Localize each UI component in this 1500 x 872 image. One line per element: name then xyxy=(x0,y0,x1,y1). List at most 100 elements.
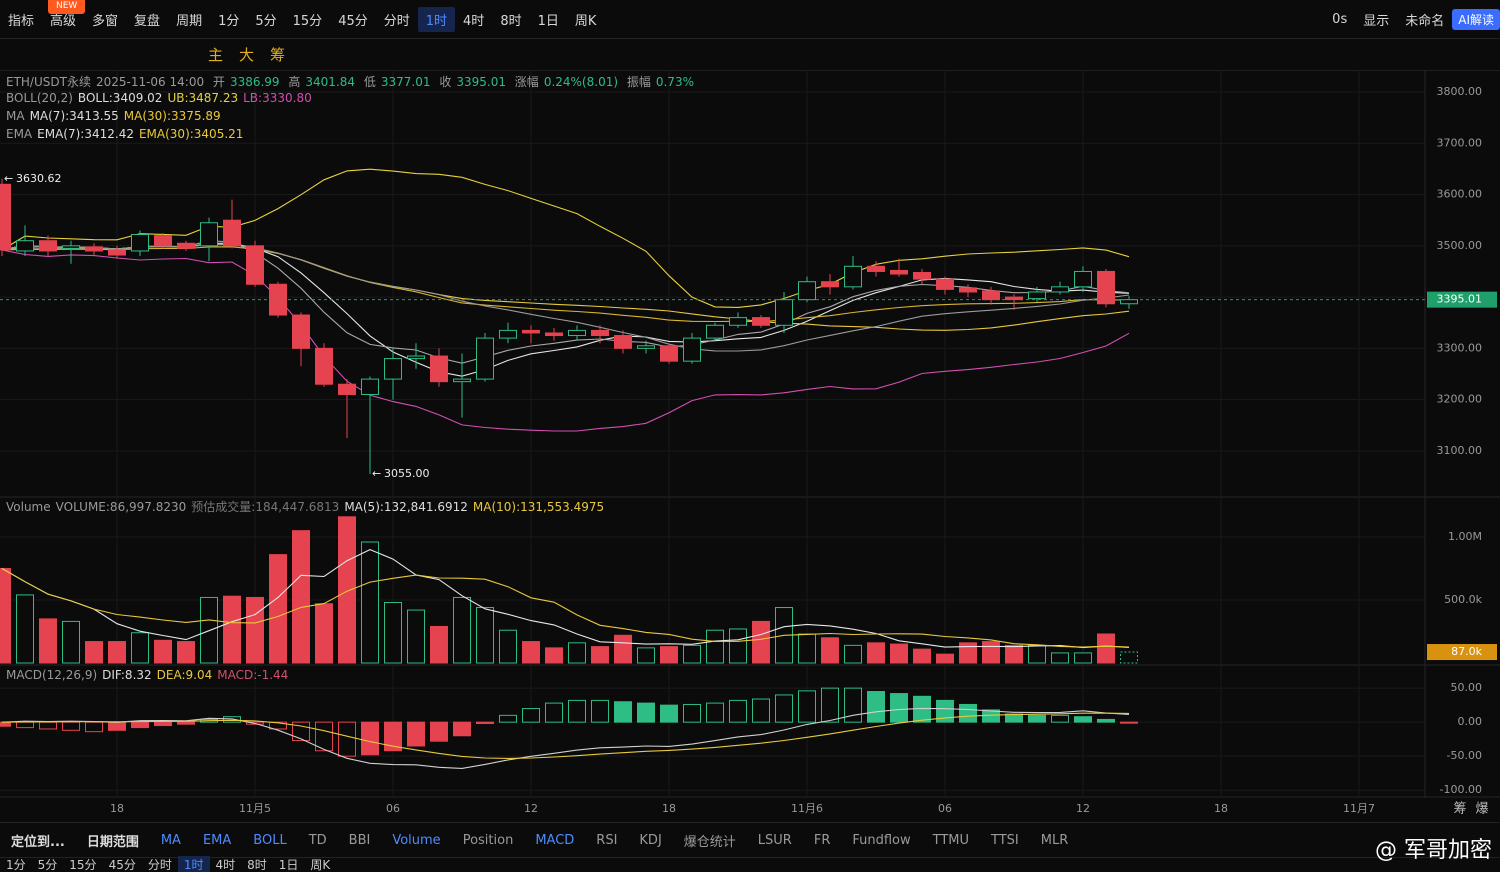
period-item[interactable]: 分时 xyxy=(147,857,172,872)
high-label: 高 xyxy=(288,75,301,89)
macd-bar xyxy=(498,714,517,723)
y-tick-label: -100.00 xyxy=(1440,783,1482,796)
toolbar-item[interactable]: 5分 xyxy=(255,13,277,29)
candle-body xyxy=(981,290,1000,301)
macd-bar xyxy=(1119,721,1138,724)
volume-bar xyxy=(245,596,264,664)
volume-bar xyxy=(1027,644,1046,664)
candle-body xyxy=(567,329,586,337)
legend-item: MA(10):131,553.4975 xyxy=(472,500,605,514)
toolbar-item[interactable]: 8时 xyxy=(500,13,522,29)
candle-body xyxy=(176,242,195,249)
sub-tab[interactable]: MACD xyxy=(535,832,575,848)
period-item[interactable]: 4时 xyxy=(215,857,236,872)
candle-body xyxy=(291,314,310,349)
candle-body xyxy=(130,234,149,252)
toolbar-item[interactable]: 高级 xyxy=(50,13,77,29)
toolbar-right[interactable]: 显示 xyxy=(1363,13,1390,29)
period-item[interactable]: 1时 xyxy=(177,855,210,872)
legend-item: BOLL(20,2) xyxy=(6,91,73,105)
volume-bar xyxy=(383,601,402,664)
draw-tool[interactable]: 主 xyxy=(208,45,224,64)
toolbar-item[interactable]: 多窗 xyxy=(92,13,119,29)
period-item[interactable]: 45分 xyxy=(108,857,136,872)
overlay-tab[interactable]: BOLL xyxy=(253,832,287,848)
close-value: 3395.01 xyxy=(456,75,506,89)
macd-bar xyxy=(1004,713,1023,723)
period-item[interactable]: 5分 xyxy=(37,857,58,872)
x-tick-label: 12 xyxy=(1076,802,1090,815)
ma-legend: MA MA(7):3413.55 MA(30):3375.89 xyxy=(6,109,226,123)
sub-tab[interactable]: LSUR xyxy=(757,832,792,848)
volume-bar xyxy=(843,644,862,664)
toolbar-item[interactable]: 复盘 xyxy=(134,13,161,29)
overlay-tab[interactable]: BBI xyxy=(348,832,371,848)
x-tick-label: 11月6 xyxy=(791,802,823,815)
toolbar-right[interactable]: AI解读 xyxy=(1452,8,1500,30)
toolbar-item[interactable]: 1日 xyxy=(537,13,559,29)
toolbar-item[interactable]: 1分 xyxy=(218,13,240,29)
toolbar-item[interactable]: 分时 xyxy=(383,13,410,29)
candle-body xyxy=(16,240,35,252)
low-value: 3377.01 xyxy=(380,75,431,89)
period-item[interactable]: 8时 xyxy=(247,857,267,872)
candle-body xyxy=(0,183,12,251)
macd-legend: MACD(12,26,9) DIF:8.32 DEA:9.04 MACD:-1.44 xyxy=(6,668,293,682)
sub-tab[interactable]: KDJ xyxy=(639,832,662,848)
macd-bar xyxy=(636,702,655,723)
sub-tab[interactable]: TTMU xyxy=(932,832,970,848)
macd-bar xyxy=(774,694,793,723)
candle-body xyxy=(108,249,127,256)
volume-bar xyxy=(866,642,885,664)
macd-bar xyxy=(705,702,724,723)
candle-body xyxy=(659,345,678,362)
sub-tab[interactable]: 爆仓统计 xyxy=(683,834,736,850)
draw-tool[interactable]: 大 xyxy=(239,45,255,64)
x-tick-label: 18 xyxy=(110,802,124,815)
toolbar-item[interactable]: 45分 xyxy=(338,13,368,29)
toolbar-item[interactable]: 周K xyxy=(574,13,597,29)
x-tick-label: 06 xyxy=(938,802,952,815)
legend-item: VOLUME:86,997.8230 xyxy=(55,500,187,514)
macd-bar xyxy=(659,704,678,723)
toolbar-item[interactable]: 1时 xyxy=(417,6,456,32)
toolbar-item[interactable]: 4时 xyxy=(463,13,485,29)
sub-tab[interactable]: RSI xyxy=(596,832,618,848)
toolbar-item[interactable]: 15分 xyxy=(292,13,323,29)
period-item[interactable]: 15分 xyxy=(69,857,97,872)
overlay-tab[interactable]: MA xyxy=(160,832,181,848)
x-tick-label: 18 xyxy=(662,802,676,815)
bottom-left[interactable]: 日期范围 xyxy=(86,834,139,850)
volume-bar xyxy=(659,646,678,664)
boll-upper xyxy=(1,168,1130,308)
legend-item: MA(30):3375.89 xyxy=(123,109,221,123)
toolbar-right[interactable]: 未命名 xyxy=(1405,13,1445,29)
sub-tab[interactable]: Volume xyxy=(392,832,441,848)
macd-bar xyxy=(521,708,540,723)
overlay-tab[interactable]: EMA xyxy=(202,832,232,848)
candle-body xyxy=(820,281,839,288)
legend-item: MA(5):132,841.6912 xyxy=(344,500,468,514)
volume-bar xyxy=(820,637,839,664)
sub-tab[interactable]: Position xyxy=(462,832,514,848)
bottom-toolbar: 定位到... 日期范围 MA EMA BOLL TD BBI Volume Position MA… xyxy=(0,822,1500,858)
toolbar-right[interactable]: 0s xyxy=(1332,11,1348,27)
sub-tab[interactable]: FR xyxy=(813,832,831,848)
draw-tool[interactable]: 筹 xyxy=(270,45,286,64)
period-item[interactable]: 1日 xyxy=(278,857,299,872)
sub-tab[interactable]: MLR xyxy=(1040,832,1069,848)
sub-tab[interactable]: TTSI xyxy=(991,832,1019,848)
overlay-tab[interactable]: TD xyxy=(308,832,327,848)
candle-body xyxy=(1073,270,1092,288)
macd-bar xyxy=(406,721,425,747)
toolbar-item[interactable]: 指标 xyxy=(8,13,35,29)
period-item[interactable]: 周K xyxy=(310,857,331,872)
toolbar-item[interactable]: 周期 xyxy=(176,13,203,29)
volume-bar xyxy=(981,641,1000,664)
y-tick-label: 3500.00 xyxy=(1437,239,1483,252)
period-item[interactable]: 1分 xyxy=(6,857,26,872)
bottom-left[interactable]: 定位到... xyxy=(11,834,65,850)
x-tick-label: 11月5 xyxy=(239,802,271,815)
sub-tab[interactable]: Fundflow xyxy=(852,832,911,848)
